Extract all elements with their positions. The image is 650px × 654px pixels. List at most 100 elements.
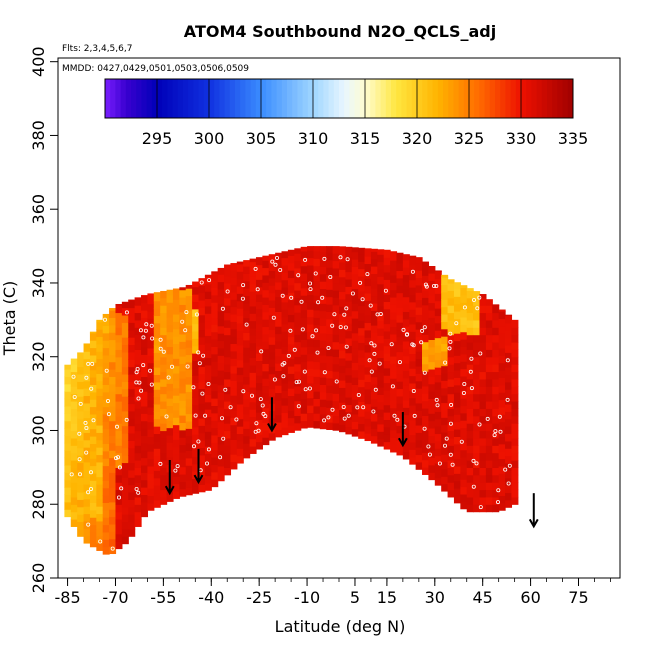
field-cell	[479, 294, 487, 299]
field-cell	[255, 441, 263, 450]
colorbar-segment	[437, 79, 444, 118]
field-cell	[172, 365, 180, 374]
field-cell	[453, 473, 461, 482]
sample-point	[225, 289, 230, 294]
field-cell	[466, 423, 474, 432]
field-cell	[377, 416, 385, 425]
field-cell	[434, 455, 442, 464]
sample-point	[280, 293, 285, 298]
sample-point	[383, 288, 388, 293]
field-cell	[390, 333, 398, 342]
field-cell	[172, 313, 180, 322]
field-cell	[332, 334, 340, 343]
field-cell	[185, 472, 193, 481]
field-cell	[300, 250, 308, 259]
field-cell	[134, 305, 142, 314]
field-cell	[332, 378, 340, 387]
field-cell	[147, 325, 155, 334]
field-cell	[64, 369, 72, 377]
field-cell	[224, 393, 232, 402]
field-cell	[198, 292, 206, 301]
sample-point	[303, 257, 308, 262]
field-cell	[351, 310, 359, 319]
field-cell	[479, 430, 487, 439]
field-cell	[287, 373, 295, 382]
field-cell	[166, 442, 174, 451]
field-cell	[121, 418, 129, 427]
field-cell	[192, 463, 200, 472]
field-cell	[115, 533, 123, 542]
field-cell	[453, 443, 461, 452]
sample-point	[437, 461, 442, 466]
colorbar-segment	[183, 79, 189, 118]
field-cell	[307, 360, 315, 369]
field-cell	[211, 271, 219, 274]
field-cell	[479, 408, 487, 417]
field-cell	[434, 411, 442, 420]
field-cell	[134, 386, 142, 395]
sample-point	[503, 467, 508, 472]
field-cell	[249, 409, 257, 418]
field-cell	[134, 408, 142, 417]
field-cell	[230, 417, 238, 426]
field-cell	[243, 288, 251, 297]
field-cell	[115, 415, 123, 424]
field-cell	[64, 398, 72, 407]
field-cell	[262, 333, 270, 342]
field-cell	[236, 411, 244, 420]
field-cell	[64, 487, 72, 496]
field-cell	[166, 434, 174, 443]
colorbar-segment	[146, 79, 153, 118]
sample-point	[78, 472, 83, 477]
field-cell	[249, 327, 257, 336]
field-cell	[460, 383, 468, 392]
field-cell	[511, 452, 519, 461]
sample-point	[401, 327, 406, 332]
field-cell	[345, 278, 353, 287]
field-cell	[402, 399, 410, 408]
field-cell	[485, 378, 493, 387]
field-cell	[262, 304, 270, 313]
field-cell	[383, 360, 391, 369]
field-cell	[166, 398, 174, 407]
field-cell	[255, 434, 263, 443]
field-cell	[339, 365, 346, 374]
field-cell	[224, 452, 232, 461]
colorbar-tick-label: 310	[298, 129, 329, 148]
field-cell	[434, 433, 442, 442]
sample-point	[117, 465, 122, 470]
field-cell	[217, 325, 225, 334]
field-cell	[370, 369, 378, 378]
field-cell	[351, 362, 359, 371]
field-cell	[211, 324, 219, 333]
field-cell	[102, 472, 110, 481]
field-cell	[473, 489, 481, 498]
field-cell	[160, 415, 168, 424]
field-cell	[179, 363, 187, 372]
field-cell	[466, 378, 474, 387]
field-cell	[460, 434, 468, 443]
field-cell	[281, 382, 289, 391]
field-cell	[332, 275, 340, 284]
field-cell	[428, 413, 436, 422]
field-cell	[434, 381, 442, 390]
field-cell	[268, 292, 276, 301]
field-cell	[134, 430, 142, 439]
field-cell	[498, 340, 506, 349]
field-cell	[179, 400, 187, 409]
field-cell	[230, 372, 238, 381]
field-cell	[453, 333, 461, 342]
field-cell	[83, 380, 91, 389]
field-cell	[332, 253, 340, 262]
field-cell	[89, 480, 97, 489]
field-cell	[294, 341, 302, 350]
field-cell	[275, 281, 283, 290]
field-cell	[268, 366, 276, 375]
field-cell	[217, 377, 225, 386]
field-cell	[287, 329, 295, 338]
field-cell	[415, 373, 423, 382]
field-cell	[83, 461, 91, 470]
field-cell	[415, 388, 423, 397]
sample-point	[342, 416, 347, 421]
field-cell	[160, 474, 168, 483]
